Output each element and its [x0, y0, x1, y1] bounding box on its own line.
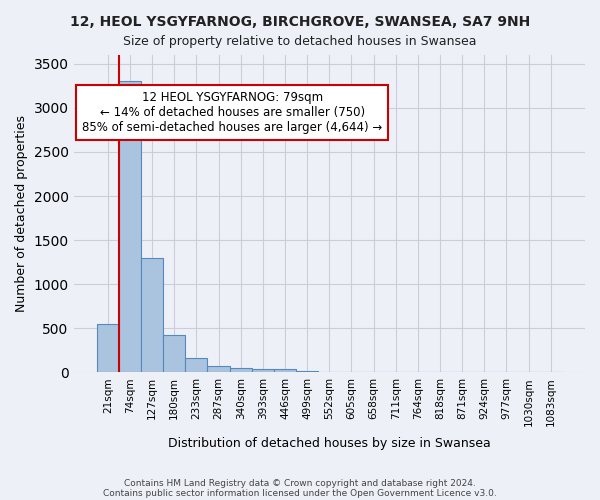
Bar — [185, 358, 208, 372]
Bar — [163, 336, 185, 372]
Bar — [230, 368, 252, 372]
Text: Size of property relative to detached houses in Swansea: Size of property relative to detached ho… — [123, 35, 477, 48]
Bar — [296, 370, 318, 372]
Bar — [119, 82, 141, 372]
Text: 12 HEOL YSGYFARNOG: 79sqm
← 14% of detached houses are smaller (750)
85% of semi: 12 HEOL YSGYFARNOG: 79sqm ← 14% of detac… — [82, 90, 382, 134]
X-axis label: Distribution of detached houses by size in Swansea: Distribution of detached houses by size … — [168, 437, 491, 450]
Text: 12, HEOL YSGYFARNOG, BIRCHGROVE, SWANSEA, SA7 9NH: 12, HEOL YSGYFARNOG, BIRCHGROVE, SWANSEA… — [70, 15, 530, 29]
Bar — [97, 324, 119, 372]
Text: Contains HM Land Registry data © Crown copyright and database right 2024.: Contains HM Land Registry data © Crown c… — [124, 478, 476, 488]
Bar — [274, 370, 296, 372]
Bar — [141, 258, 163, 372]
Bar — [252, 369, 274, 372]
Bar — [208, 366, 230, 372]
Y-axis label: Number of detached properties: Number of detached properties — [15, 115, 28, 312]
Text: Contains public sector information licensed under the Open Government Licence v3: Contains public sector information licen… — [103, 488, 497, 498]
